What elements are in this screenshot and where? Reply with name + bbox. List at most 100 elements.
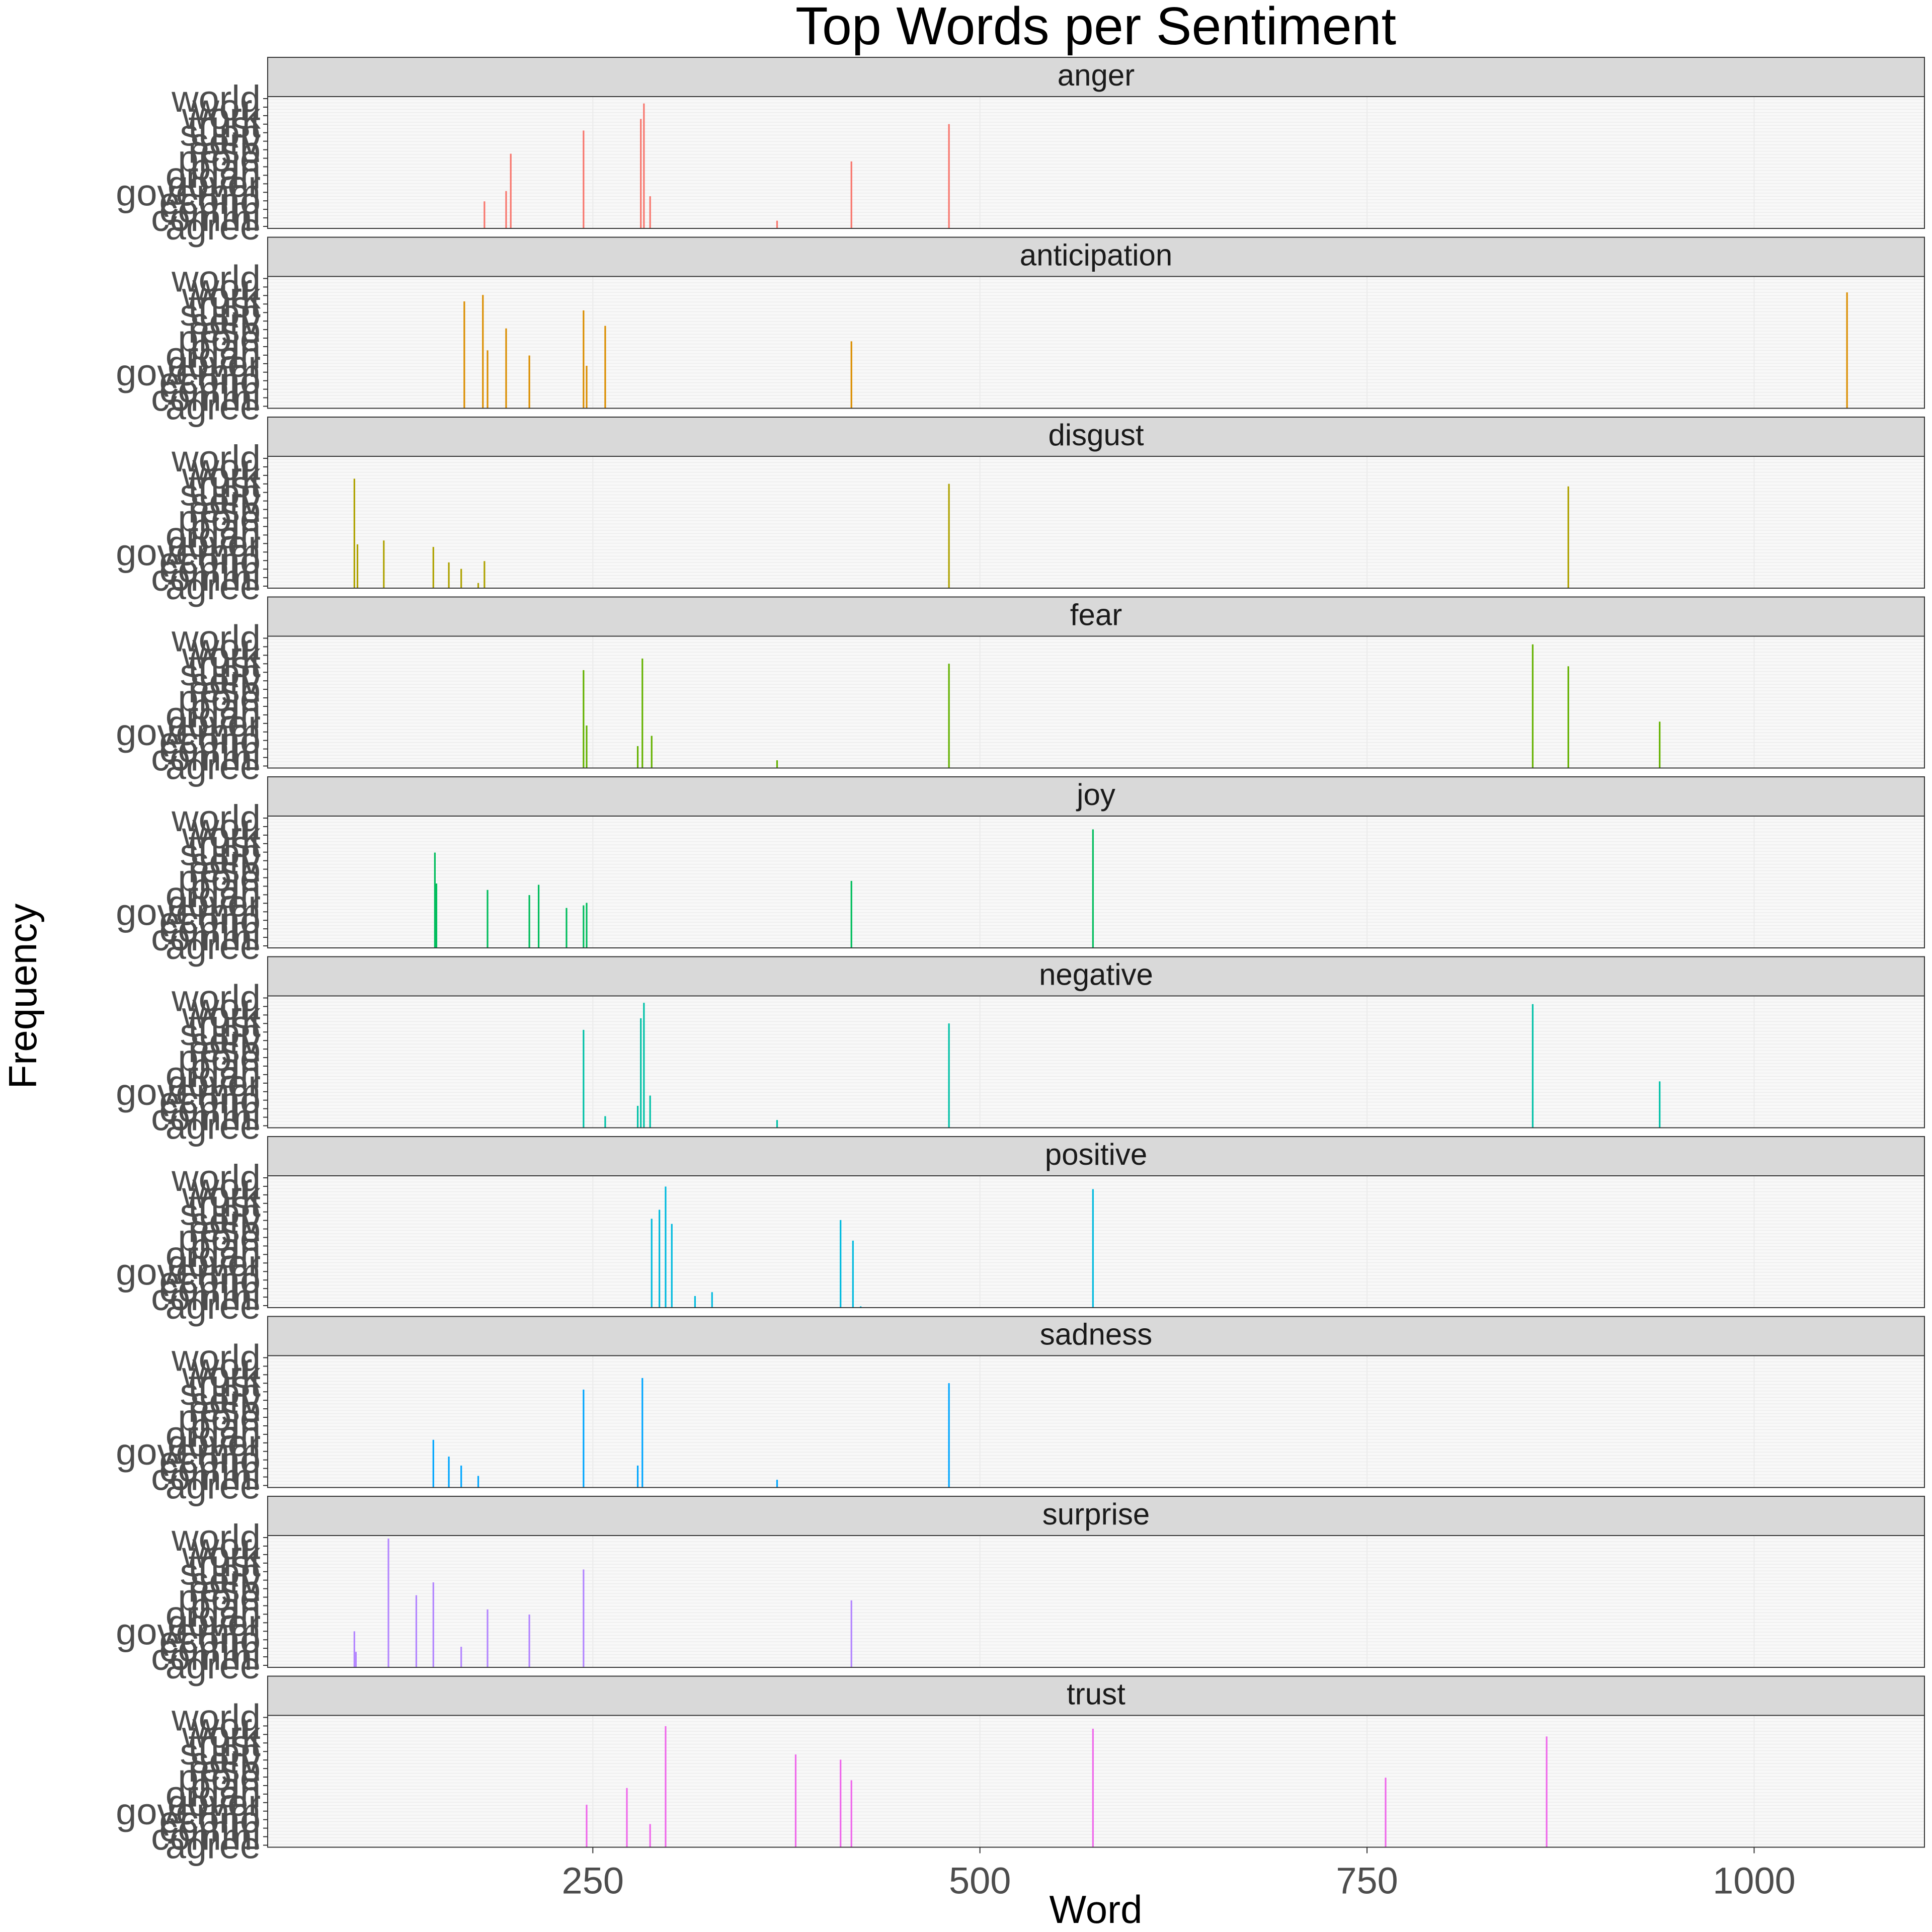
y-tick-label: proje (178, 1577, 261, 1619)
gridlines (268, 1176, 1924, 1308)
x-axis-title: Word (1050, 1887, 1143, 1931)
bar (510, 153, 512, 228)
bar (487, 1609, 489, 1667)
y-tick-label: agree (166, 1645, 261, 1686)
y-tick-label: governm (116, 1611, 261, 1652)
bar (477, 583, 479, 588)
y-tick-label: serv (190, 300, 261, 342)
y-tick-label: commi (151, 1276, 261, 1318)
bar (840, 1220, 842, 1308)
bar (641, 658, 643, 768)
y-tick-label: supp (180, 1371, 261, 1413)
bar (1659, 721, 1661, 768)
y-tick-label: trust (188, 1183, 261, 1225)
bar (448, 1457, 450, 1488)
bar (463, 301, 465, 409)
facet-panel-background (268, 456, 1924, 588)
y-tick-label: plan (190, 1585, 261, 1627)
facet-strip-label: joy (1076, 778, 1115, 812)
y-tick-label: comm (159, 1268, 261, 1310)
y-tick-label: agree (166, 566, 261, 607)
y-tick-label: agree (166, 1105, 261, 1147)
facet-panel-border (267, 635, 1925, 769)
x-tick-label: 750 (1336, 1860, 1398, 1902)
y-tick-label: work (182, 1174, 261, 1216)
bar (659, 1210, 661, 1308)
y-tick-label: supp (180, 112, 261, 154)
bars-fear (583, 644, 1661, 768)
y-tick-label: trust (188, 1543, 261, 1584)
facet-panel-border (267, 816, 1925, 948)
y-tick-label: gover (168, 1242, 261, 1284)
y-tick-label: plan (190, 506, 261, 547)
facet-strip (267, 776, 1925, 817)
bar (776, 1120, 778, 1128)
y-tick-label: work (182, 815, 261, 856)
y-tick-label: trust (188, 283, 261, 325)
bar (505, 328, 507, 409)
y-tick-label: worl (192, 1345, 261, 1387)
facet-panels: angeragreecommicommeconogovernmgoverorga… (116, 57, 1925, 1867)
facet-positive: positive agreecommicommeconogovernmgovero… (116, 1136, 1925, 1327)
bar (626, 1788, 628, 1847)
y-tick-label: supp (180, 1191, 261, 1233)
gridlines (268, 816, 1924, 948)
y-tick-labels: agreecommicommeconogovernmgoverorganplan… (116, 1157, 268, 1327)
y-tick-label: comm (159, 1628, 261, 1669)
y-tick-label: worl (192, 1166, 261, 1208)
facet-strip (267, 1316, 1925, 1356)
y-tick-label: econo (159, 720, 261, 762)
y-tick-label: comm (159, 548, 261, 590)
bar (1546, 1736, 1548, 1847)
bar (948, 124, 950, 228)
y-tick-label: governm (116, 711, 261, 753)
y-tick-label: resp (188, 1748, 261, 1790)
facet-panel-background (268, 636, 1924, 768)
bar (694, 1296, 696, 1308)
facet-strip (267, 1496, 1925, 1536)
y-tick-labels: agreecommicommeconogovernmgoverorganplan… (116, 978, 268, 1147)
facet-panel-background (268, 1176, 1924, 1308)
y-tick-label: world (171, 258, 261, 300)
facet-panel-border (267, 1535, 1925, 1668)
y-tick-label: agree (166, 206, 261, 248)
facet-strip-label: anticipation (1020, 238, 1173, 272)
bar (537, 884, 540, 948)
facet-strip-label: trust (1067, 1677, 1125, 1711)
bar (794, 1754, 797, 1847)
y-tick-label: trust (188, 1003, 261, 1044)
y-tick-label: work (182, 455, 261, 497)
y-tick-label: commi (151, 1457, 261, 1498)
bar (505, 191, 507, 228)
bar (482, 295, 484, 409)
bar (671, 1224, 673, 1308)
bar (1092, 1728, 1094, 1847)
y-tick-label: resp (188, 129, 261, 171)
x-axis: 250 500 750 1000 (562, 1847, 1796, 1902)
bar (583, 310, 585, 409)
gridlines (268, 1536, 1924, 1667)
bar (840, 1759, 842, 1847)
bar (1567, 486, 1569, 588)
gridlines (268, 1355, 1924, 1488)
bar (651, 1219, 653, 1308)
bar (636, 746, 639, 768)
y-tick-label: comm (159, 1808, 261, 1849)
bars-negative (583, 1003, 1661, 1128)
bar (948, 1383, 950, 1488)
bars-positive (651, 1186, 1094, 1308)
y-tick-label: governm (116, 352, 261, 393)
facet-strip-label: negative (1039, 958, 1153, 992)
facet-surprise: surprise agreecommicommeconogovernmgovero… (116, 1496, 1925, 1686)
bar (528, 895, 530, 948)
bar (583, 905, 585, 948)
x-tick-label: 250 (562, 1860, 624, 1902)
y-tick-label: gover (168, 1602, 261, 1644)
bar (649, 1095, 651, 1128)
bar (586, 1805, 588, 1847)
y-tick-label: resp (188, 669, 261, 710)
y-tick-label: worl (192, 986, 261, 1027)
bar (850, 161, 852, 228)
bars-sadness (432, 1378, 950, 1488)
